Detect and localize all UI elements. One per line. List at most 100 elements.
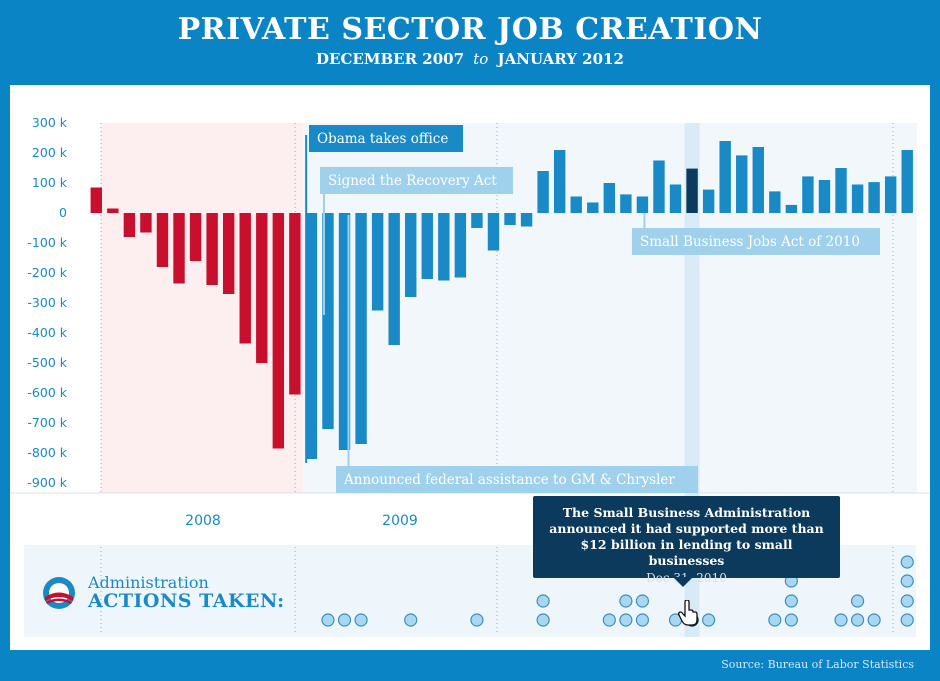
y-tick-label: -300 k	[27, 295, 67, 310]
bar-feb-2010	[520, 213, 533, 227]
bar-jun-2008	[189, 213, 202, 261]
bar-jul-2008	[206, 213, 218, 285]
y-tick-label: -800 k	[27, 445, 67, 460]
x-tick-label: 2008	[185, 513, 221, 529]
bar-mar-2009	[338, 213, 351, 450]
bar-oct-2010	[653, 160, 665, 213]
bar-feb-2008	[123, 213, 136, 237]
bar-aug-2011	[818, 180, 831, 213]
bar-jan-2008	[107, 208, 119, 213]
action-dot	[900, 574, 914, 588]
bar-jan-2011	[702, 189, 715, 213]
action-dot	[602, 613, 616, 627]
action-dot	[784, 594, 798, 608]
source-credit: Source: Bureau of Labor Statistics	[721, 658, 914, 671]
action-dot	[635, 594, 650, 608]
action-dot	[619, 613, 633, 627]
bar-apr-2010	[553, 150, 566, 213]
bar-dec-2009	[487, 213, 500, 251]
bar-nov-2011	[868, 182, 880, 213]
bar-sep-2008	[239, 213, 251, 344]
bar-jun-2009	[388, 213, 400, 345]
y-tick-label: -200 k	[27, 265, 67, 280]
bar-aug-2010	[620, 194, 632, 213]
bar-dec-2007	[90, 187, 102, 213]
bar-may-2010	[570, 196, 582, 213]
tooltip-arrow	[673, 577, 693, 587]
tooltip-text: The Small Business Administration announ…	[549, 505, 824, 568]
actions-label-bottom: ACTIONS TAKEN:	[88, 590, 285, 612]
page-subtitle: DECEMBER 2007 to JANUARY 2012	[0, 50, 940, 68]
bar-nov-2010	[669, 184, 682, 213]
actions-label-top: Administration	[88, 573, 209, 592]
bar-jun-2011	[785, 204, 798, 213]
page-title: PRIVATE SECTOR JOB CREATION	[177, 12, 763, 47]
action-dot	[470, 613, 484, 627]
bar-dec-2008	[289, 213, 301, 395]
action-dot	[834, 613, 848, 627]
action-dot	[784, 613, 798, 627]
pre-inauguration-zone	[101, 123, 304, 493]
bar-mar-2008	[140, 213, 152, 233]
action-dot	[337, 613, 352, 627]
y-tick-label: -400 k	[27, 325, 67, 340]
campaign-logo-icon	[43, 577, 75, 609]
y-tick-label: 0	[59, 205, 67, 220]
action-dot	[619, 594, 633, 608]
bar-mar-2011	[736, 155, 748, 213]
bar-jun-2010	[587, 202, 599, 213]
annotation-recovery-act-box	[320, 167, 513, 194]
y-tick-label: -100 k	[27, 235, 67, 250]
action-dot	[900, 613, 914, 627]
action-dot	[900, 555, 914, 569]
annotation-small-business-jobs-act-box	[632, 228, 880, 255]
bar-aug-2009	[421, 213, 433, 279]
bar-apr-2009	[355, 213, 367, 444]
action-dot	[536, 594, 550, 608]
bar-apr-2011	[752, 147, 764, 213]
bar-jan-2009	[305, 213, 318, 459]
bar-jan-2010	[504, 213, 516, 225]
bar-nov-2009	[471, 213, 483, 228]
actions-legend: Administration ACTIONS TAKEN:	[30, 570, 290, 630]
bar-apr-2008	[156, 213, 169, 267]
y-tick-label: 200 k	[32, 145, 68, 160]
bar-jul-2010	[603, 183, 616, 213]
bar-oct-2009	[454, 213, 467, 278]
bar-oct-2011	[851, 184, 864, 213]
bar-feb-2011	[719, 141, 731, 213]
bar-sep-2010	[636, 196, 649, 213]
action-dot	[850, 613, 865, 627]
y-tick-label: -600 k	[27, 385, 67, 400]
y-tick-label: 100 k	[32, 175, 68, 190]
bar-sep-2011	[835, 168, 847, 213]
chart-panel: 300 k 200 k 100 k 0 -100 k -200 k -300 k -400 k…	[10, 85, 930, 650]
y-tick-label: 300 k	[32, 115, 68, 130]
y-tick-label: -700 k	[27, 415, 67, 430]
y-tick-label: -500 k	[27, 355, 67, 370]
hand-cursor-icon	[678, 600, 698, 626]
bar-feb-2009	[322, 213, 334, 429]
y-tick-label: -900 k	[27, 475, 67, 490]
x-tick-label: 2009	[382, 513, 418, 529]
subtitle-end: JANUARY 2012	[497, 50, 624, 68]
annotation-gm-chrysler-box	[336, 466, 698, 493]
action-tooltip: The Small Business Administration announ…	[533, 496, 840, 587]
bar-dec-2011	[884, 176, 897, 213]
bar-may-2008	[173, 213, 185, 284]
subtitle-to: to	[473, 50, 489, 68]
annotation-small-business-jobs-act-label: Small Business Jobs Act of 2010	[640, 234, 860, 250]
job-creation-chart: 300 k 200 k 100 k 0 -100 k -200 k -300 k -400 k…	[10, 115, 930, 637]
action-dot	[867, 613, 881, 627]
bar-jul-2011	[802, 176, 814, 213]
bar-aug-2008	[222, 213, 235, 294]
action-dot	[900, 594, 914, 608]
annotation-obama-takes-office-label: Obama takes office	[317, 131, 448, 147]
bar-jan-2012	[901, 150, 913, 213]
subtitle-start: DECEMBER 2007	[316, 50, 465, 68]
action-dot	[536, 613, 550, 627]
bar-may-2009	[371, 213, 384, 311]
action-dot	[354, 613, 368, 627]
action-dot	[404, 613, 418, 627]
action-dot	[768, 613, 782, 627]
